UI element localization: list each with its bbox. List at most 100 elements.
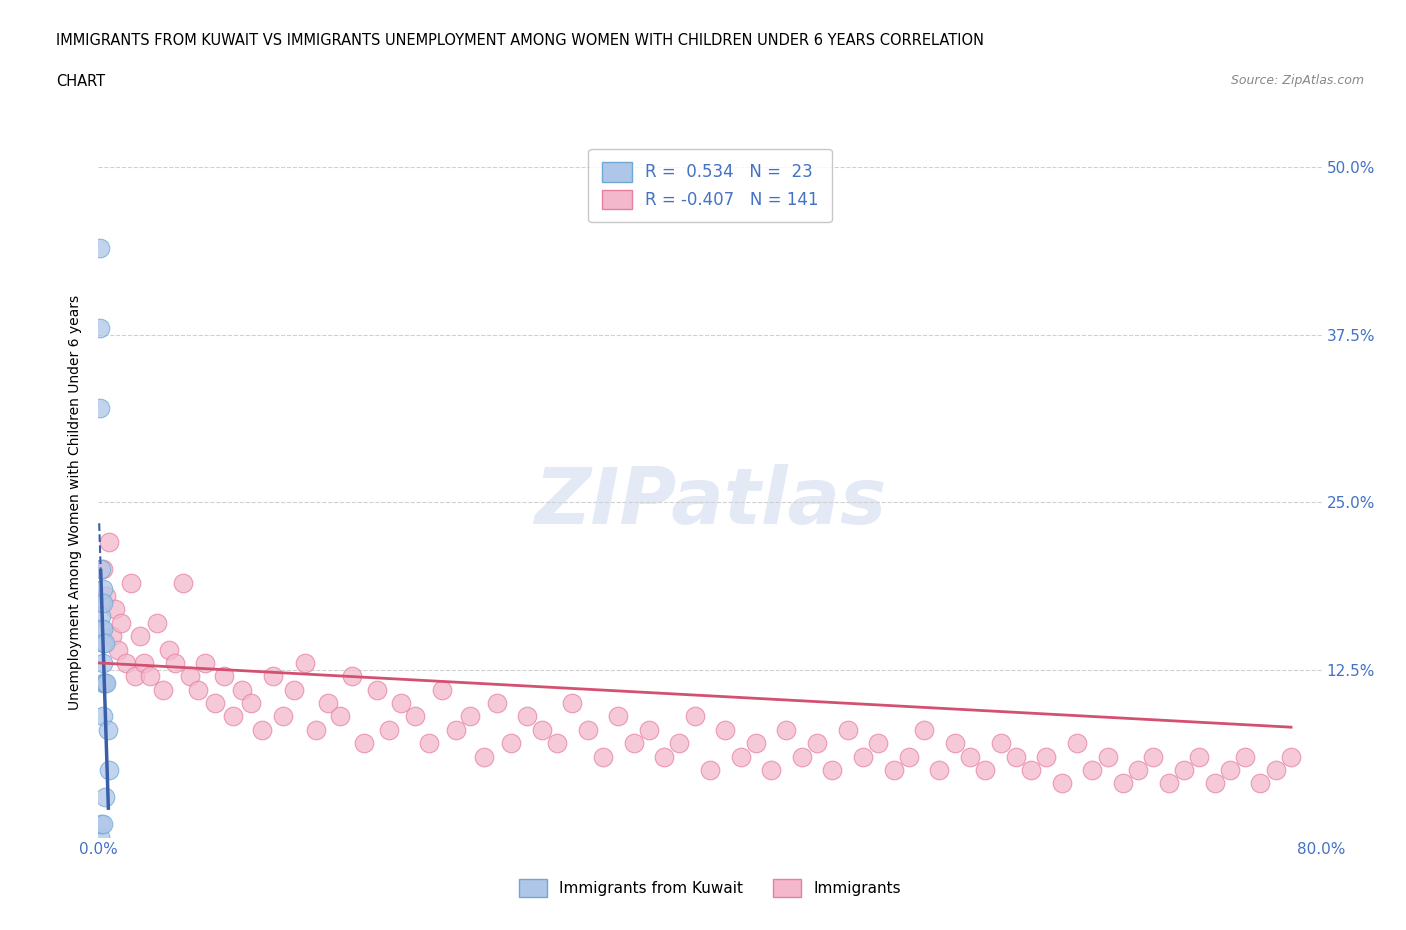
Point xyxy=(928,763,950,777)
Point xyxy=(94,589,117,604)
Point xyxy=(145,616,167,631)
Point xyxy=(115,656,138,671)
Point xyxy=(1219,763,1241,777)
Point xyxy=(1142,750,1164,764)
Point xyxy=(101,629,124,644)
Point xyxy=(1097,750,1119,764)
Text: Source: ZipAtlas.com: Source: ZipAtlas.com xyxy=(1230,74,1364,87)
Point xyxy=(852,750,875,764)
Point xyxy=(240,696,263,711)
Point xyxy=(1128,763,1150,777)
Point xyxy=(172,575,194,590)
Point xyxy=(745,736,768,751)
Point xyxy=(714,723,737,737)
Point xyxy=(868,736,890,751)
Point xyxy=(163,656,186,671)
Point xyxy=(837,723,859,737)
Point xyxy=(561,696,583,711)
Point xyxy=(120,575,142,590)
Point xyxy=(1234,750,1257,764)
Point xyxy=(790,750,813,764)
Point xyxy=(1188,750,1211,764)
Point xyxy=(683,709,706,724)
Point xyxy=(89,830,111,844)
Point xyxy=(1066,736,1088,751)
Point xyxy=(897,750,920,764)
Point xyxy=(222,709,245,724)
Point xyxy=(576,723,599,737)
Point xyxy=(472,750,495,764)
Point xyxy=(262,669,284,684)
Point xyxy=(699,763,721,777)
Point xyxy=(432,683,454,698)
Point xyxy=(730,750,752,764)
Point xyxy=(98,763,121,777)
Point xyxy=(943,736,966,751)
Point xyxy=(1035,750,1057,764)
Point xyxy=(883,763,905,777)
Point xyxy=(194,656,217,671)
Point xyxy=(89,240,111,255)
Point xyxy=(304,723,326,737)
Point xyxy=(250,723,273,737)
Point xyxy=(821,763,844,777)
Point xyxy=(501,736,523,751)
Point xyxy=(91,622,114,637)
Point xyxy=(623,736,645,751)
Text: CHART: CHART xyxy=(56,74,105,89)
Point xyxy=(775,723,797,737)
Point xyxy=(1249,776,1271,790)
Point xyxy=(1264,763,1286,777)
Point xyxy=(974,763,997,777)
Point xyxy=(90,595,112,610)
Point xyxy=(283,683,305,698)
Point xyxy=(139,669,162,684)
Point xyxy=(486,696,509,711)
Point xyxy=(93,675,115,690)
Point xyxy=(98,535,121,550)
Point xyxy=(91,562,114,577)
Point xyxy=(912,723,935,737)
Point xyxy=(273,709,295,724)
Point xyxy=(806,736,828,751)
Point xyxy=(124,669,146,684)
Point xyxy=(637,723,661,737)
Point xyxy=(231,683,253,698)
Point xyxy=(418,736,440,751)
Point xyxy=(1204,776,1226,790)
Point xyxy=(212,669,235,684)
Point xyxy=(110,616,132,631)
Point xyxy=(107,642,129,657)
Point xyxy=(404,709,426,724)
Text: ZIPatlas: ZIPatlas xyxy=(534,464,886,540)
Point xyxy=(94,675,117,690)
Point xyxy=(652,750,675,764)
Point xyxy=(1004,750,1026,764)
Point xyxy=(1019,763,1042,777)
Point xyxy=(1081,763,1104,777)
Point xyxy=(93,790,115,804)
Point xyxy=(90,622,112,637)
Text: IMMIGRANTS FROM KUWAIT VS IMMIGRANTS UNEMPLOYMENT AMONG WOMEN WITH CHILDREN UNDE: IMMIGRANTS FROM KUWAIT VS IMMIGRANTS UNE… xyxy=(56,33,984,47)
Point xyxy=(128,629,150,644)
Point xyxy=(1157,776,1180,790)
Point xyxy=(990,736,1012,751)
Point xyxy=(444,723,467,737)
Point xyxy=(91,635,114,650)
Point xyxy=(516,709,538,724)
Point xyxy=(204,696,226,711)
Point xyxy=(104,602,127,617)
Point xyxy=(607,709,630,724)
Point xyxy=(389,696,412,711)
Point xyxy=(91,595,114,610)
Point xyxy=(187,683,209,698)
Point xyxy=(458,709,481,724)
Point xyxy=(152,683,174,698)
Point xyxy=(91,817,114,831)
Point xyxy=(89,321,111,336)
Point xyxy=(592,750,614,764)
Point xyxy=(97,723,120,737)
Y-axis label: Unemployment Among Women with Children Under 6 years: Unemployment Among Women with Children U… xyxy=(69,295,83,710)
Point xyxy=(668,736,690,751)
Point xyxy=(90,562,112,577)
